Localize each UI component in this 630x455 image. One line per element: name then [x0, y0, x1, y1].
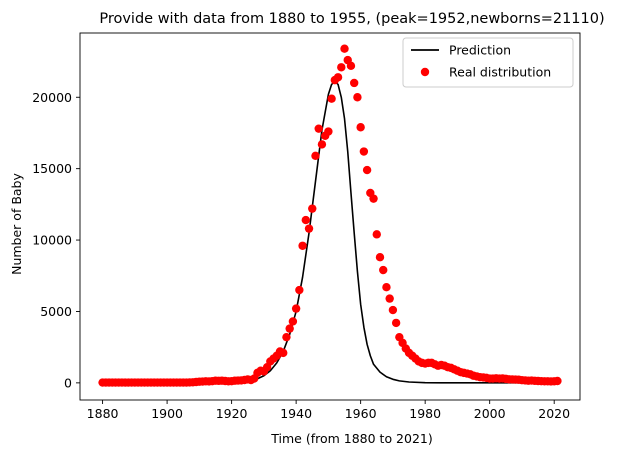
data-point — [317, 140, 327, 149]
data-point — [379, 265, 388, 275]
data-point — [362, 165, 372, 175]
data-point — [382, 282, 391, 292]
scatter-layer — [98, 44, 562, 387]
data-point — [346, 61, 356, 71]
legend-real-swatch — [420, 67, 430, 77]
data-point — [311, 151, 320, 161]
data-point — [388, 305, 398, 315]
y-tick-label: 0 — [64, 375, 72, 390]
x-tick-label: 1900 — [151, 406, 183, 421]
data-point — [314, 124, 323, 133]
data-point — [327, 94, 336, 103]
data-point — [553, 376, 562, 386]
x-tick-label: 1880 — [87, 406, 119, 421]
data-point — [391, 318, 401, 328]
data-point — [375, 253, 385, 262]
prediction-layer — [102, 80, 558, 384]
data-point — [301, 215, 311, 225]
data-point — [288, 317, 298, 326]
data-point — [353, 93, 362, 102]
data-point — [359, 147, 369, 156]
data-point — [333, 73, 343, 82]
data-point — [324, 127, 333, 136]
y-tick-label: 5000 — [40, 304, 72, 319]
data-point — [279, 348, 288, 358]
x-tick-label: 1960 — [345, 406, 377, 421]
data-point — [356, 123, 365, 132]
data-point — [304, 224, 314, 233]
data-point — [291, 304, 301, 313]
legend-prediction-label: Prediction — [449, 43, 511, 58]
data-point — [349, 78, 359, 88]
chart-title: Provide with data from 1880 to 1955, (pe… — [99, 11, 604, 27]
data-point — [385, 294, 394, 303]
y-axis-ticks: 0 5000 10000 15000 20000 — [32, 90, 80, 390]
data-point — [282, 332, 291, 342]
legend-real-label: Real distribution — [449, 65, 551, 80]
x-tick-label: 2020 — [538, 406, 570, 421]
x-axis-ticks: 1880 1900 1920 1940 1960 1980 2000 2020 — [87, 400, 570, 421]
data-point — [340, 44, 349, 53]
data-point — [298, 241, 307, 250]
y-tick-label: 20000 — [32, 90, 72, 105]
data-point — [372, 230, 381, 239]
y-axis-label: Number of Baby — [9, 173, 24, 275]
legend: Prediction Real distribution — [402, 37, 574, 88]
data-point — [285, 324, 294, 333]
data-point — [369, 194, 378, 203]
y-tick-label: 15000 — [32, 161, 72, 176]
x-tick-label: 1940 — [280, 406, 312, 421]
x-axis-label: Time (from 1880 to 2021) — [270, 431, 433, 446]
prediction-line — [102, 80, 558, 384]
data-point — [295, 285, 304, 295]
legend-box — [402, 37, 574, 88]
data-point — [337, 63, 346, 72]
x-tick-label: 2000 — [474, 406, 506, 421]
axes-frame — [79, 32, 581, 401]
y-tick-label: 10000 — [32, 233, 72, 248]
x-tick-label: 1920 — [216, 406, 248, 421]
plot-area — [98, 44, 562, 387]
data-point — [308, 204, 317, 213]
x-tick-label: 1980 — [409, 406, 441, 421]
